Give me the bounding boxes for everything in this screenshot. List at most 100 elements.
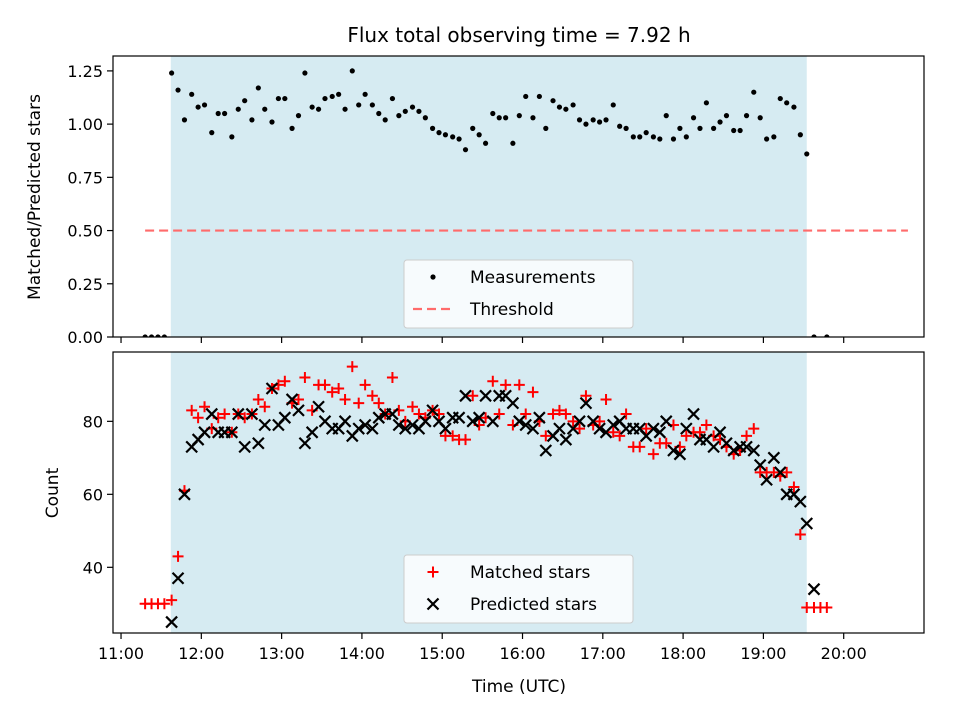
measurement-point bbox=[737, 127, 743, 134]
matched-star-point bbox=[527, 386, 539, 398]
measurement-point bbox=[764, 136, 770, 142]
legend-marker-predicted bbox=[426, 597, 440, 611]
predicted-star-point bbox=[539, 444, 553, 457]
measurement-point bbox=[703, 100, 709, 106]
measurement-point bbox=[462, 147, 469, 153]
measurement-point bbox=[142, 334, 148, 337]
matched-star-point bbox=[560, 408, 572, 420]
measurement-point bbox=[683, 134, 689, 140]
predicted-star-point bbox=[526, 422, 540, 435]
measurement-point bbox=[743, 113, 750, 119]
predicted-star-point bbox=[238, 440, 251, 454]
measurement-point bbox=[416, 108, 422, 114]
matched-star-point bbox=[299, 372, 311, 384]
measurement-point bbox=[530, 115, 536, 121]
axes-frame bbox=[112, 55, 925, 338]
predicted-star-point bbox=[198, 426, 211, 439]
measurement-point bbox=[309, 104, 315, 110]
x-tick-label: 12:00 bbox=[178, 644, 224, 663]
measurement-point bbox=[442, 132, 449, 138]
legend-label: Measurements bbox=[470, 268, 596, 288]
predicted-star-point bbox=[673, 447, 687, 461]
matched-star-point bbox=[493, 408, 505, 420]
x-tick-label: 19:00 bbox=[740, 644, 786, 663]
x-tick-label: 15:00 bbox=[419, 644, 465, 663]
x-tick-label: 16:00 bbox=[499, 644, 545, 663]
measurement-point bbox=[482, 140, 489, 146]
predicted-star-point bbox=[767, 451, 781, 465]
measurement-point bbox=[697, 125, 703, 131]
measurement-point bbox=[643, 130, 649, 136]
measurement-point bbox=[657, 136, 663, 142]
predicted-star-point bbox=[519, 418, 533, 432]
measurement-point bbox=[215, 110, 221, 117]
matched-star-point bbox=[386, 372, 398, 384]
measurement-point bbox=[329, 93, 335, 100]
panel-marks bbox=[142, 68, 908, 337]
measurement-point bbox=[356, 102, 362, 108]
measurement-point bbox=[751, 89, 757, 95]
predicted-star-point bbox=[298, 436, 312, 450]
predicted-star-point bbox=[647, 422, 660, 435]
predicted-star-point bbox=[278, 411, 292, 424]
y-tick-label: 1.00 bbox=[67, 115, 103, 134]
predicted-star-point bbox=[372, 411, 386, 424]
predicted-star-point bbox=[533, 411, 546, 424]
measurement-point bbox=[181, 117, 188, 123]
measurement-point bbox=[617, 123, 623, 129]
predicted-star-point bbox=[292, 404, 305, 417]
matched-star-point bbox=[741, 430, 753, 442]
measurement-point bbox=[757, 115, 763, 121]
matched-star-point bbox=[520, 408, 532, 420]
measurement-point bbox=[389, 95, 396, 102]
chart-title: Flux total observing time = 7.92 h bbox=[347, 23, 690, 47]
matched-star-point bbox=[339, 393, 351, 405]
matched-star-point bbox=[614, 430, 626, 442]
matched-star-point bbox=[407, 401, 419, 413]
measurement-point bbox=[289, 125, 295, 131]
predicted-star-point bbox=[486, 415, 500, 428]
measurement-point bbox=[784, 100, 790, 106]
matched-star-point bbox=[172, 550, 184, 562]
predicted-star-point bbox=[573, 415, 586, 428]
measurement-point bbox=[663, 113, 669, 119]
measurement-point bbox=[711, 125, 717, 131]
matched-star-point bbox=[634, 441, 646, 453]
predicted-star-point bbox=[773, 466, 787, 479]
y-tick-label: 80 bbox=[83, 412, 103, 431]
measurement-point bbox=[201, 102, 208, 108]
measurement-point bbox=[222, 110, 228, 117]
measurement-point bbox=[249, 117, 255, 123]
matched-star-point bbox=[700, 419, 712, 431]
x-tick-label: 20:00 bbox=[821, 644, 867, 663]
predicted-star-point bbox=[252, 436, 265, 450]
x-tick-label: 18:00 bbox=[660, 644, 706, 663]
measurement-point bbox=[282, 95, 288, 102]
predicted-star-point bbox=[713, 426, 727, 439]
y-tick-label: 40 bbox=[83, 558, 103, 577]
legend-label: Matched stars bbox=[470, 563, 590, 583]
measurement-point bbox=[650, 134, 656, 140]
measurement-point bbox=[583, 121, 589, 127]
bottom-panel: 40 60 80 11:00 12:00 13:00 14:00 15:00 16:00 17:0… bbox=[83, 351, 925, 663]
measurement-point bbox=[824, 334, 830, 337]
matched-star-point bbox=[252, 393, 264, 405]
predicted-star-point bbox=[419, 415, 432, 428]
matched-star-point bbox=[186, 404, 198, 416]
measurement-point bbox=[777, 95, 783, 102]
matched-star-point bbox=[366, 390, 378, 402]
legend: Measurements Threshold bbox=[403, 259, 634, 329]
measurement-point bbox=[429, 125, 436, 131]
bottom-y-axis-label: Count bbox=[43, 467, 63, 518]
matched-star-point bbox=[768, 466, 780, 478]
panel-marks bbox=[139, 361, 833, 629]
predicted-star-point bbox=[727, 444, 740, 457]
y-tick-label: 1.25 bbox=[67, 62, 103, 81]
measurement-point bbox=[402, 108, 408, 114]
matched-star-point bbox=[748, 423, 760, 435]
measurement-point bbox=[409, 104, 416, 110]
matched-star-point bbox=[540, 430, 552, 442]
predicted-star-point bbox=[807, 582, 821, 596]
measurement-point bbox=[516, 113, 522, 119]
